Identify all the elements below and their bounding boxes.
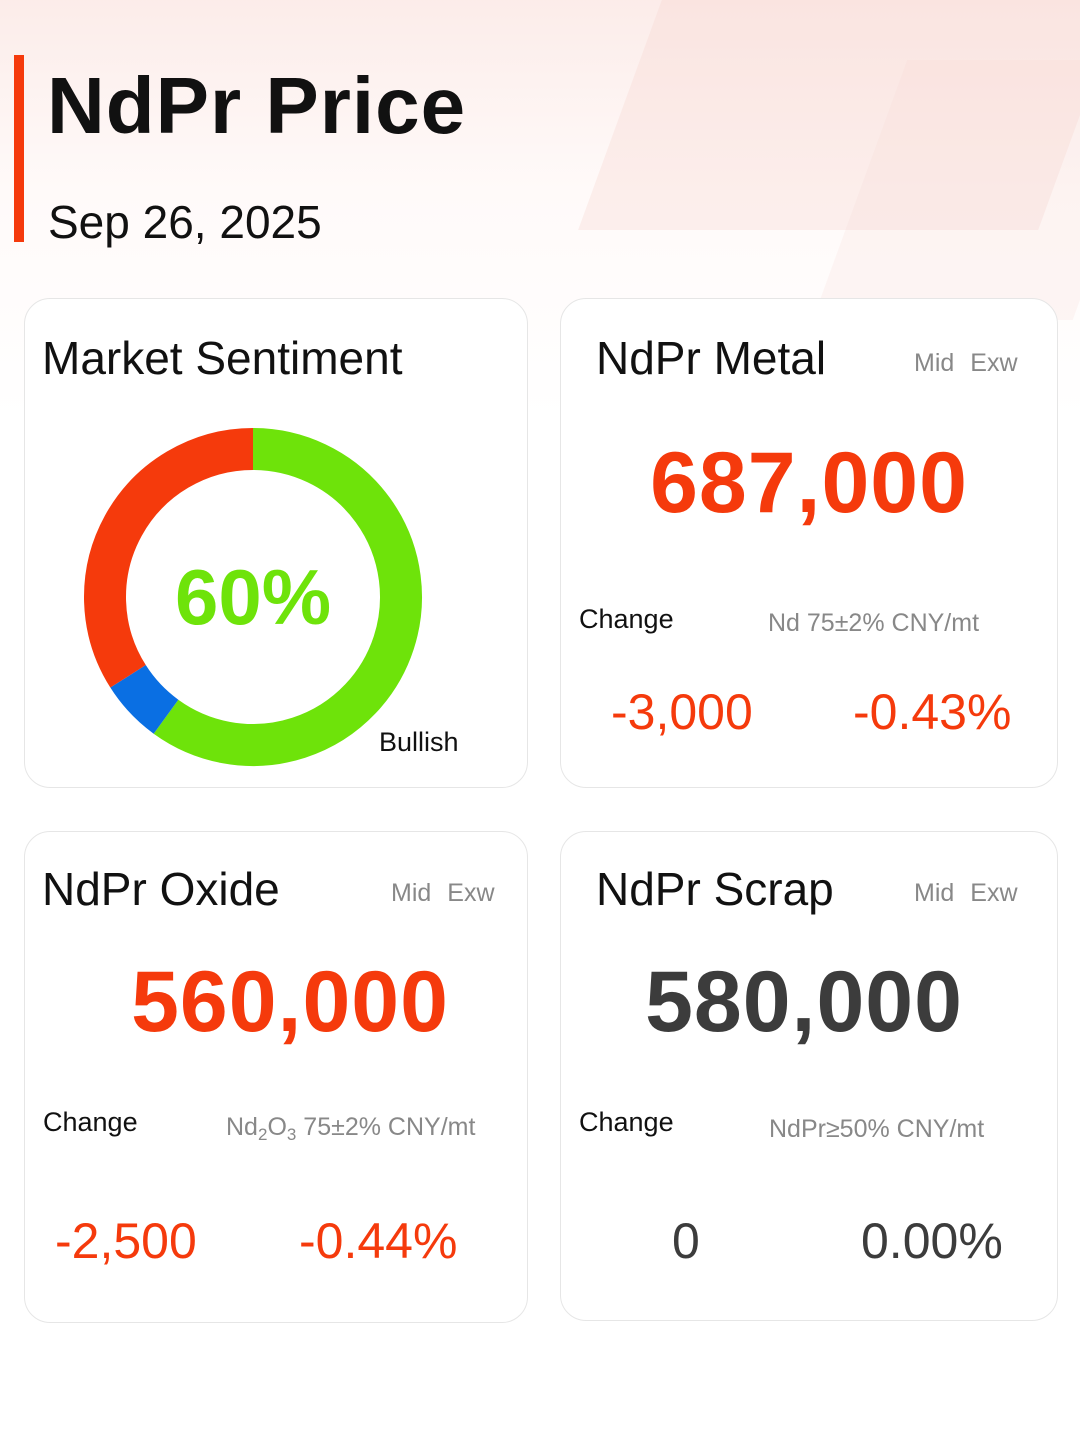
mode-exw: Exw — [447, 879, 495, 907]
oxide-title: NdPr Oxide — [42, 863, 280, 915]
mode-exw: Exw — [970, 349, 1018, 377]
scrap-price-mode: Mid Exw — [914, 879, 1018, 908]
spec-subscript: 3 — [286, 1125, 297, 1144]
mode-mid: Mid — [914, 879, 955, 907]
page-date: Sep 26, 2025 — [48, 196, 322, 248]
metal-change-pct: -0.43% — [853, 684, 1012, 740]
oxide-change-pct: -0.44% — [299, 1213, 458, 1269]
metal-price-mode: Mid Exw — [914, 349, 1018, 378]
metal-spec: Nd 75±2% CNY/mt — [768, 609, 980, 637]
mode-mid: Mid — [391, 879, 432, 907]
spec-part: O — [267, 1113, 287, 1141]
bullish-label: Bullish — [379, 727, 459, 757]
metal-change-label: Change — [579, 604, 674, 634]
scrap-change-pct: 0.00% — [861, 1213, 1003, 1269]
metal-title: NdPr Metal — [596, 332, 827, 384]
oxide-change-label: Change — [43, 1107, 138, 1137]
oxide-price: 560,000 — [131, 954, 449, 1050]
title-accent-bar — [14, 55, 24, 242]
metal-change-abs: -3,000 — [611, 684, 753, 740]
sentiment-percent: 60% — [174, 552, 332, 641]
sentiment-card: Market Sentiment 60% Bullish — [24, 298, 528, 788]
donut-segment-bullish — [153, 428, 422, 766]
scrap-price: 580,000 — [645, 954, 963, 1050]
scrap-change-label: Change — [579, 1107, 674, 1137]
spec-part: 75±2% CNY/mt — [296, 1113, 476, 1141]
oxide-spec: Nd2O3 75±2% CNY/mt — [226, 1113, 476, 1144]
sentiment-donut: 60% — [83, 427, 423, 767]
scrap-spec: NdPr≥50% CNY/mt — [769, 1115, 985, 1143]
sentiment-title: Market Sentiment — [42, 332, 403, 384]
scrap-change-abs: 0 — [672, 1213, 700, 1269]
oxide-price-mode: Mid Exw — [391, 879, 495, 908]
donut-segment-neutral — [110, 664, 179, 734]
sentiment-donut-chart — [84, 428, 422, 766]
donut-segment-bearish — [84, 428, 254, 688]
oxide-change-abs: -2,500 — [55, 1213, 197, 1269]
spec-part: Nd — [226, 1113, 258, 1141]
spec-subscript: 2 — [257, 1125, 268, 1144]
metal-card: NdPr Metal Mid Exw 687,000 Change Nd 75±2… — [560, 298, 1058, 788]
metal-price: 687,000 — [650, 435, 968, 531]
scrap-card: NdPr Scrap Mid Exw 580,000 Change NdPr≥50… — [560, 831, 1058, 1321]
mode-mid: Mid — [914, 349, 955, 377]
mode-exw: Exw — [970, 879, 1018, 907]
scrap-title: NdPr Scrap — [596, 863, 834, 915]
page-title: NdPr Price — [47, 61, 467, 150]
oxide-card: NdPr Oxide Mid Exw 560,000 Change Nd2O3 7… — [24, 831, 528, 1323]
